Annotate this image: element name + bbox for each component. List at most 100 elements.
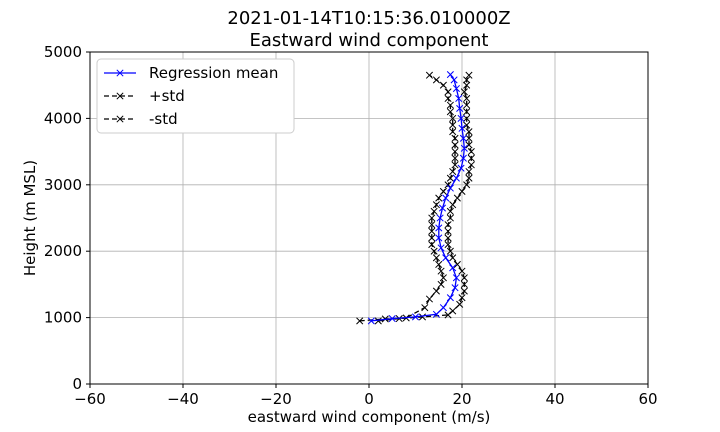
plus-std-point [463,108,471,116]
plus-std-point [467,154,475,162]
x-tick-label: 0 [364,390,374,408]
minus-std-point [428,241,436,249]
minus-std-point [421,304,429,312]
minus-std-point [449,114,457,122]
minus-std-point [428,221,436,229]
regression-mean-point [455,94,463,103]
y-tick-label: 1000 [44,309,82,327]
minus-std-point [451,134,459,142]
regression-mean-point [435,224,443,232]
plus-std-point [444,241,452,249]
plus-std-series [374,71,475,325]
plus-std-point [463,81,471,89]
minus-std-point [451,161,459,169]
plus-std-point [444,234,452,242]
legend-marker-regression-mean [116,69,124,77]
y-axis-ticks: 0 1000 2000 3000 4000 5000 [44,43,90,393]
regression-mean-point [436,214,444,222]
regression-mean-point [451,284,459,292]
x-tick-label: −20 [260,390,292,408]
legend-label-regression-mean: Regression mean [149,64,278,82]
legend-marker-minus-std [116,115,124,123]
plus-std-point [446,207,454,215]
minus-std-point [449,121,457,129]
regression-mean-point [446,184,454,192]
regression-mean-point [450,76,458,84]
plus-std-point [446,214,454,222]
minus-std-point [428,227,436,235]
regression-mean-point [435,234,443,242]
series-layer [356,71,475,325]
regression-mean-point [432,310,440,318]
minus-std-point [451,148,459,156]
minus-std-point [439,187,447,195]
plus-std-point [460,287,468,295]
regression-mean-point [446,71,454,79]
plus-std-point [444,221,452,229]
minus-std-point [437,267,445,275]
plus-std-point [465,167,473,176]
plus-std-point [449,254,457,262]
minus-std-point [425,71,434,79]
regression-mean-point [457,164,465,172]
y-tick-label: 4000 [44,109,82,127]
minus-std-point [430,207,438,215]
minus-std-point [451,154,459,162]
plus-std-point [458,187,466,195]
minus-std-point [428,214,436,222]
regression-mean-point [452,84,460,93]
regression-mean-point [442,194,450,202]
minus-std-point [435,260,443,269]
minus-std-point [356,317,364,325]
x-tick-label: −60 [74,390,106,408]
minus-std-point [444,181,452,189]
regression-mean-point [449,264,457,272]
legend-marker-plus-std [116,92,124,100]
plus-std-point [449,307,457,315]
plus-std-point [460,274,468,282]
regression-mean-point [438,204,447,212]
regression-mean-point [437,244,445,252]
plus-std-point [463,114,471,122]
minus-std-point [432,287,440,295]
minus-std-point [432,76,440,84]
plus-std-point [456,300,464,308]
plus-std-point [418,313,427,321]
plus-std-point [458,294,466,302]
legend: Regression mean +std -std [96,58,295,134]
plus-std-point [465,141,473,149]
regression-mean-point [452,174,460,182]
y-axis-label: Height (m MSL) [21,160,39,276]
minus-std-point [430,247,438,255]
regression-mean-point [458,124,466,132]
plus-std-point [463,181,471,189]
plus-std-line [378,74,472,322]
regression-mean-point [460,144,468,152]
y-tick-label: 3000 [44,176,82,194]
plus-std-point [467,148,475,156]
x-tick-label: 20 [452,390,471,408]
regression-mean-point [459,134,467,142]
minus-std-point [432,201,440,209]
plus-std-point [465,71,473,79]
minus-std-point [449,128,457,136]
y-tick-label: 2000 [44,242,82,260]
minus-std-point [435,194,443,202]
minus-std-series [356,71,459,325]
regression-mean-point [457,114,465,122]
y-tick-label: 0 [72,375,82,393]
y-tick-label: 5000 [44,43,82,61]
legend-box [96,58,295,134]
plus-std-point [453,194,461,202]
minus-std-point [446,174,454,182]
plus-std-point [458,267,466,275]
plus-std-point [444,227,452,235]
minus-std-point [428,234,436,242]
plus-std-point [446,247,454,255]
minus-std-point [432,254,440,262]
minus-std-point [451,141,459,149]
minus-std-point [439,81,447,89]
plus-std-point [460,88,468,96]
plus-std-point [465,174,473,182]
